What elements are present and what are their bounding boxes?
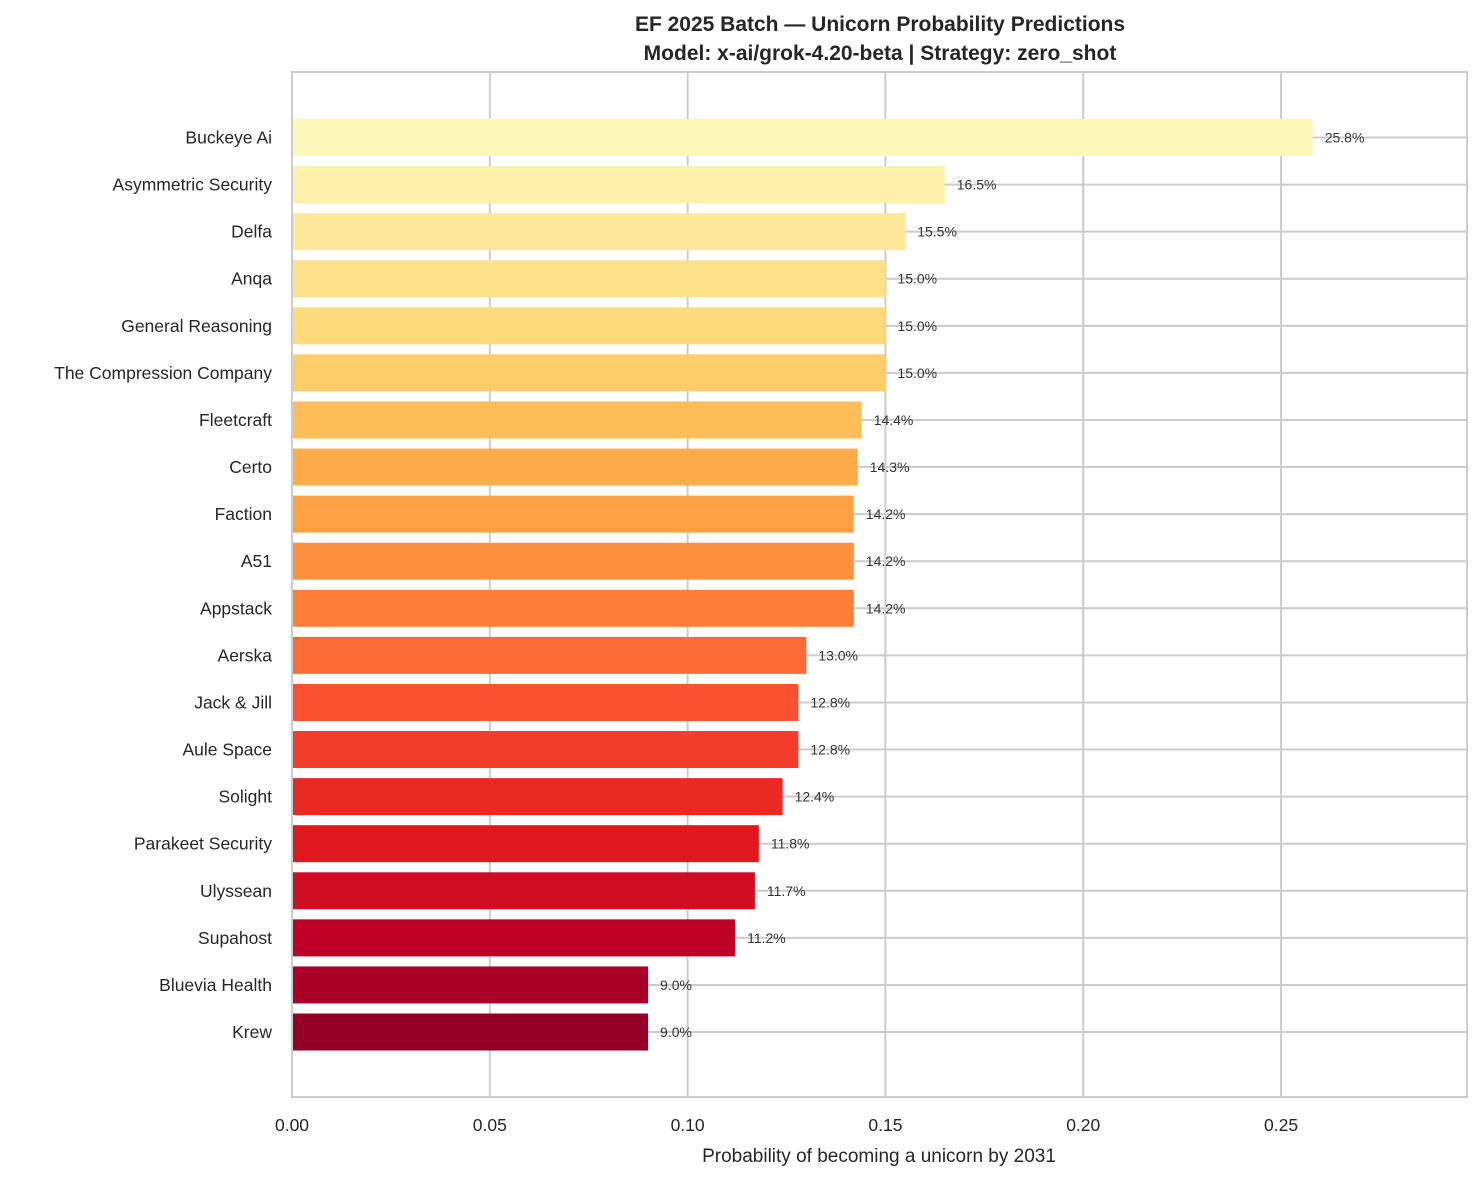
data-label: 12.8% <box>810 694 850 710</box>
x-tick-label: 0.10 <box>671 1115 705 1135</box>
bar-9 <box>292 542 854 580</box>
bar-8 <box>292 495 854 533</box>
bar-15 <box>292 825 759 863</box>
y-tick-label: Ulyssean <box>200 881 272 901</box>
data-label: 9.0% <box>660 977 692 993</box>
bar-10 <box>292 589 854 627</box>
bar-1 <box>292 166 945 204</box>
y-tick-label: Parakeet Security <box>134 834 272 854</box>
bar-0 <box>292 119 1313 156</box>
y-tick-label: Certo <box>229 457 272 477</box>
plot-frame <box>291 71 1468 1098</box>
bar-5 <box>292 354 886 392</box>
y-tick-label: General Reasoning <box>121 316 272 336</box>
x-tick-label: 0.25 <box>1264 1115 1298 1135</box>
y-tick-label: Aerska <box>218 645 273 665</box>
chart-title: EF 2025 Batch — Unicorn Probability Pred… <box>635 13 1125 36</box>
y-tick-label: Aule Space <box>182 740 272 760</box>
data-label: 14.4% <box>874 412 914 428</box>
y-tick-label: Asymmetric Security <box>113 175 273 195</box>
y-tick-label: A51 <box>241 551 272 571</box>
y-tick-label: Fleetcraft <box>199 410 272 430</box>
data-label: 9.0% <box>660 1024 692 1040</box>
bar-12 <box>292 683 799 721</box>
y-tick-label: Supahost <box>198 928 272 948</box>
data-label: 14.2% <box>866 600 906 616</box>
bar-14 <box>292 778 783 816</box>
y-tick-label: Appstack <box>200 598 272 618</box>
x-tick-label: 0.05 <box>473 1115 507 1135</box>
bar-4 <box>292 307 886 345</box>
y-tick-label: Bluevia Health <box>159 975 272 995</box>
data-label: 11.7% <box>767 883 806 899</box>
data-label: 25.8% <box>1325 130 1365 146</box>
bar-11 <box>292 636 807 674</box>
data-label: 12.4% <box>795 789 835 805</box>
data-label: 15.5% <box>917 224 957 240</box>
bar-3 <box>292 260 886 298</box>
data-label: 14.2% <box>866 506 906 522</box>
y-tick-label: Faction <box>215 504 272 524</box>
data-label: 11.2% <box>747 930 786 946</box>
bar-16 <box>292 872 755 910</box>
chart-subtitle: Model: x-ai/grok-4.20-beta | Strategy: z… <box>644 42 1117 65</box>
bar-13 <box>292 731 799 769</box>
bars: 25.8% 16.5% 15.5% 15.0% 15.0% 15.0% 14.4% 14.3%… <box>292 119 1364 1051</box>
x-ticks: 0.00 0.05 0.10 0.15 0.20 0.25 <box>275 1115 1298 1135</box>
data-label: 12.8% <box>810 742 850 758</box>
y-tick-label: Delfa <box>231 222 272 242</box>
y-tick-label: Jack & Jill <box>194 692 272 712</box>
bar-6 <box>292 401 862 439</box>
y-tick-label: The Compression Company <box>54 363 272 383</box>
x-tick-label: 0.20 <box>1066 1115 1100 1135</box>
data-label: 15.0% <box>897 271 937 287</box>
bar-17 <box>292 919 736 957</box>
bar-7 <box>292 448 858 486</box>
data-label: 11.8% <box>771 836 810 852</box>
y-tick-label: Anqa <box>231 269 272 289</box>
data-label: 15.0% <box>897 365 937 381</box>
bar-19 <box>292 1013 649 1051</box>
data-label: 15.0% <box>897 318 937 334</box>
data-label: 13.0% <box>818 647 858 663</box>
data-label: 16.5% <box>957 177 997 193</box>
x-axis-label: Probability of becoming a unicorn by 203… <box>702 1146 1056 1167</box>
x-tick-label: 0.15 <box>868 1115 902 1135</box>
y-tick-label: Solight <box>218 787 272 807</box>
y-tick-label: Buckeye Ai <box>185 128 272 148</box>
y-labels: Buckeye Ai Asymmetric Security Delfa Anqa Ge… <box>54 128 272 1043</box>
bar-2 <box>292 213 906 251</box>
data-label: 14.3% <box>870 459 910 475</box>
bar-18 <box>292 966 649 1004</box>
y-tick-label: Krew <box>232 1022 272 1042</box>
x-tick-label: 0.00 <box>275 1115 309 1135</box>
data-label: 14.2% <box>866 553 906 569</box>
